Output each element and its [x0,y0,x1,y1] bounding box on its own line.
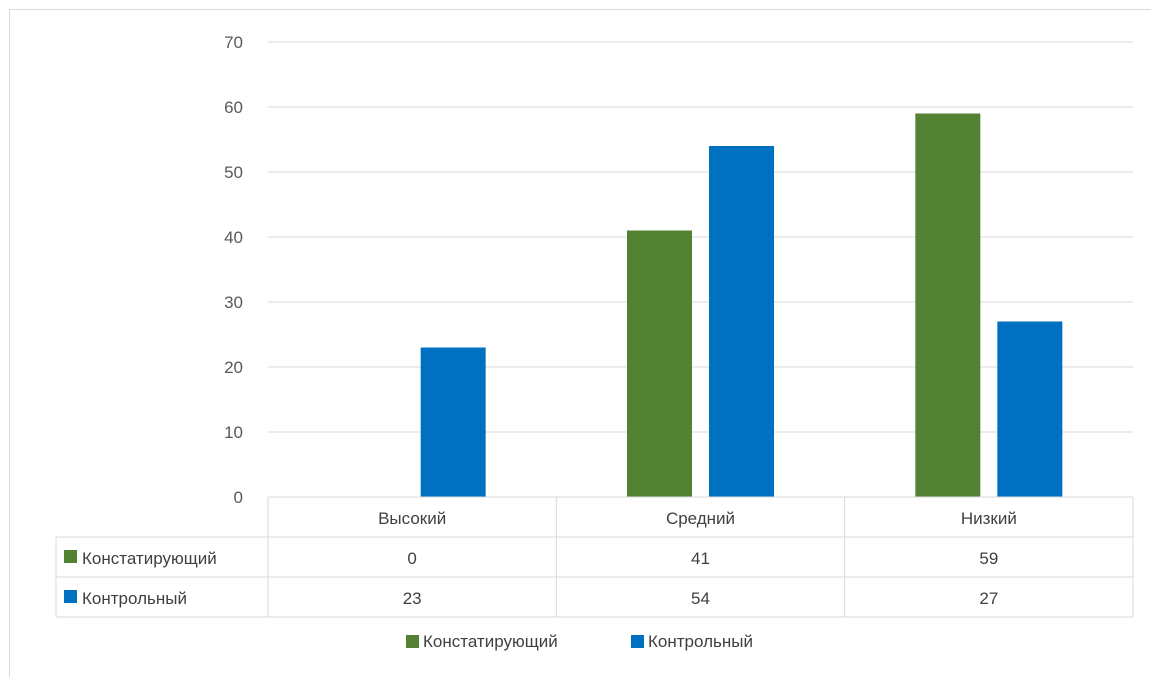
category-label: Высокий [378,509,446,528]
y-tick-label: 30 [224,293,243,312]
table-value: 27 [979,589,998,608]
table-series-name: Контрольный [82,589,187,608]
y-tick-label: 10 [224,423,243,442]
bar-kontrolnyy-2 [997,322,1062,498]
legend-label: Контрольный [648,632,753,651]
category-label: Средний [666,509,735,528]
legend-key [406,635,419,648]
bar-konstatiruyushchiy-1 [627,231,692,498]
table-value: 59 [979,549,998,568]
table-legend-key [64,590,77,603]
table-value: 23 [403,589,422,608]
y-tick-label: 50 [224,163,243,182]
legend-label: Констатирующий [423,632,558,651]
legend-key [631,635,644,648]
y-tick-label: 40 [224,228,243,247]
bar-kontrolnyy-1 [709,146,774,497]
y-tick-label: 70 [224,33,243,52]
bar-kontrolnyy-0 [421,348,486,498]
table-legend-key [64,550,77,563]
y-tick-label: 60 [224,98,243,117]
y-tick-label: 20 [224,358,243,377]
table-value: 54 [691,589,710,608]
table-value: 0 [407,549,416,568]
bar-konstatiruyushchiy-2 [915,114,980,498]
category-label: Низкий [961,509,1017,528]
table-series-name: Констатирующий [82,549,217,568]
y-tick-label: 0 [234,488,243,507]
table-value: 41 [691,549,710,568]
